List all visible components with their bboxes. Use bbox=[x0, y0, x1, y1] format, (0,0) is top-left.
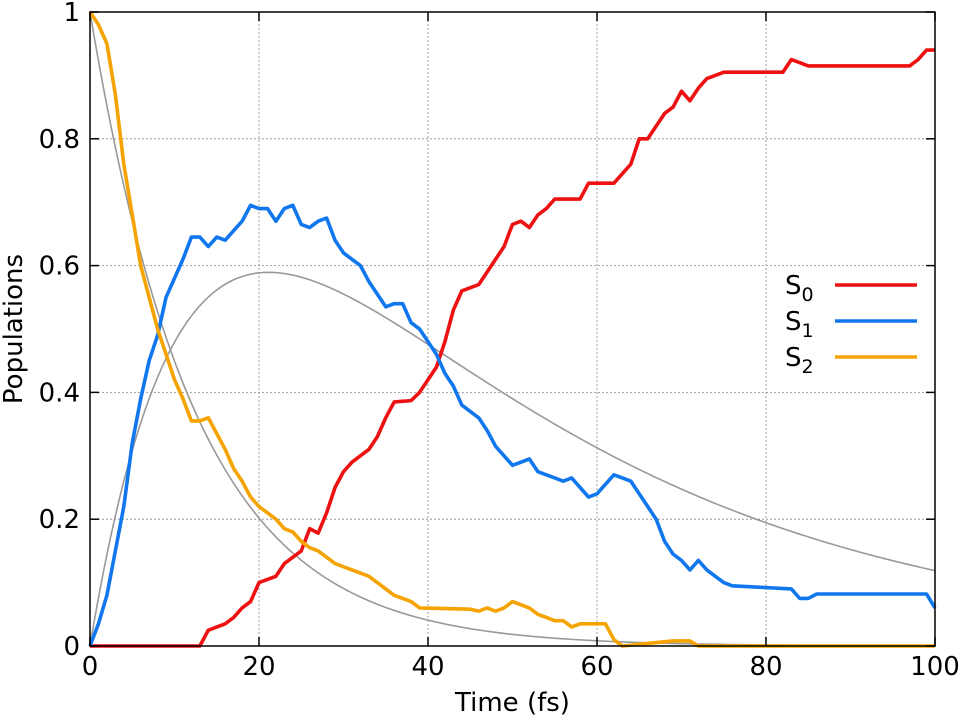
legend-label: S0 bbox=[785, 271, 814, 306]
series-line-s2 bbox=[88, 11, 935, 648]
legend-item-s2: S2 bbox=[785, 343, 917, 378]
plot-frame bbox=[89, 11, 936, 647]
y-tick-label: 1 bbox=[63, 0, 80, 28]
axis-ticks: 0 20 40 60 80 100 0 0.2 0.4 0.6 0.8 1 bbox=[39, 0, 960, 682]
x-tick-label: 20 bbox=[242, 652, 275, 682]
legend-label: S2 bbox=[785, 343, 814, 378]
series-line-s1 bbox=[88, 203, 937, 647]
fit-curve-s1 bbox=[89, 271, 936, 647]
y-tick-label: 0.8 bbox=[39, 125, 80, 155]
x-tick-label: 80 bbox=[749, 652, 782, 682]
series-line-s0 bbox=[90, 48, 935, 648]
y-axis-title: Populations bbox=[0, 254, 29, 404]
x-tick-label: 40 bbox=[411, 652, 444, 682]
x-tick-label: 0 bbox=[82, 652, 99, 682]
y-tick-label: 0.2 bbox=[39, 505, 80, 535]
y-tick-label: 0 bbox=[63, 632, 80, 662]
legend-label: S1 bbox=[785, 307, 814, 342]
series-lines bbox=[88, 11, 937, 648]
x-tick-label: 100 bbox=[910, 652, 960, 682]
x-axis-title: Time (fs) bbox=[454, 688, 570, 718]
legend-item-s0: S0 bbox=[785, 271, 917, 306]
y-tick-label: 0.6 bbox=[39, 252, 80, 282]
legend-item-s1: S1 bbox=[785, 307, 917, 342]
y-tick-label: 0.4 bbox=[39, 378, 80, 408]
x-tick-label: 60 bbox=[580, 652, 613, 682]
grid-lines bbox=[90, 12, 935, 646]
